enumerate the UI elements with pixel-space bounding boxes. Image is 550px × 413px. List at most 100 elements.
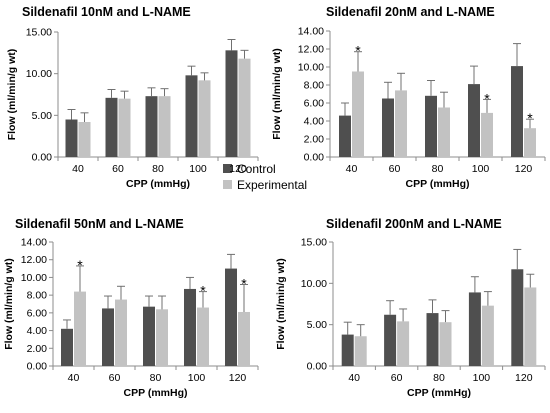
x-tick-label: 100 xyxy=(472,163,490,175)
significance-marker: * xyxy=(527,110,533,126)
significance-marker: * xyxy=(484,90,490,106)
chart-title: Sildenafil 50nM and L-NAME xyxy=(15,217,184,231)
bar-control xyxy=(65,119,78,157)
x-tick-label: 40 xyxy=(348,372,360,384)
y-tick-label: 14.00 xyxy=(21,237,47,249)
x-axis-label: CPP (mmHg) xyxy=(126,178,190,190)
x-tick-label: 40 xyxy=(72,163,84,175)
legend-swatch-control xyxy=(223,164,232,173)
bar-control xyxy=(511,66,523,157)
bar-experimental xyxy=(481,112,493,157)
bar-control xyxy=(511,269,524,366)
bar-experimental xyxy=(395,90,407,157)
bar-experimental xyxy=(238,311,250,366)
bar-control xyxy=(384,314,397,366)
y-tick-label: 6.00 xyxy=(304,98,325,110)
significance-marker: * xyxy=(355,43,361,59)
x-tick-label: 60 xyxy=(109,372,121,384)
legend-label-control: Control xyxy=(237,162,276,176)
y-tick-label: 2.00 xyxy=(304,134,325,146)
bar-experimental xyxy=(158,96,171,157)
significance-marker: * xyxy=(200,283,206,299)
y-tick-label: 0.00 xyxy=(32,152,53,164)
y-tick-label: 12.00 xyxy=(298,44,324,56)
y-tick-label: 0.00 xyxy=(27,361,48,373)
chart-panel-4: Sildenafil 200nM and L-NAME 0.00 5.00 10.00… xyxy=(275,217,546,399)
x-tick-label: 80 xyxy=(432,163,444,175)
bar-experimental xyxy=(397,321,410,366)
chart-panel-2: Sildenafil 20nM and L-NAME 0.00 2.00 4.00 6.… xyxy=(271,5,546,190)
y-tick-label: 8.00 xyxy=(27,290,48,302)
y-tick-label: 5.00 xyxy=(307,319,328,331)
bar-experimental xyxy=(115,299,127,366)
bar-control xyxy=(61,328,73,366)
y-tick-label: 15.00 xyxy=(301,237,327,249)
x-tick-label: 80 xyxy=(433,372,445,384)
y-axis-label: Flow (ml/min/g wt) xyxy=(271,48,283,140)
bar-experimental xyxy=(198,80,211,157)
y-tick-label: 14.00 xyxy=(298,26,324,38)
y-tick-label: 12.00 xyxy=(21,254,47,266)
y-axis-label: Flow (ml/min/g wt) xyxy=(275,258,287,350)
x-tick-label: 80 xyxy=(152,163,164,175)
bar-experimental xyxy=(439,322,452,366)
x-tick-label: 100 xyxy=(188,372,206,384)
chart-title: Sildenafil 20nM and L-NAME xyxy=(326,5,495,19)
x-tick-label: 120 xyxy=(229,372,247,384)
x-tick-label: 40 xyxy=(68,372,80,384)
chart-panel-1: Sildenafil 10nM and L-NAME 0.00 5.00 10.00 1… xyxy=(6,5,259,190)
bar-experimental xyxy=(524,287,537,366)
chart-panel-3: Sildenafil 50nM and L-NAME 0.00 2.00 4.00 6.… xyxy=(3,217,259,399)
bar-experimental xyxy=(438,107,450,157)
bar-control xyxy=(382,98,394,157)
bar-control xyxy=(185,75,198,157)
y-tick-label: 2.00 xyxy=(27,343,48,355)
x-tick-label: 120 xyxy=(515,372,533,384)
x-axis-label: CPP (mmHg) xyxy=(407,387,471,399)
y-tick-label: 0.00 xyxy=(304,152,325,164)
chart-title: Sildenafil 10nM and L-NAME xyxy=(22,5,191,19)
bar-control xyxy=(425,95,437,157)
y-tick-label: 6.00 xyxy=(27,307,48,319)
y-tick-label: 4.00 xyxy=(304,116,325,128)
bar-experimental xyxy=(118,98,131,157)
chart-title: Sildenafil 200nM and L-NAME xyxy=(326,217,502,231)
bar-control xyxy=(145,96,158,157)
bar-control xyxy=(339,115,351,157)
bar-control xyxy=(225,268,237,366)
y-axis-label: Flow (ml/min/g wt) xyxy=(3,258,15,350)
x-tick-label: 80 xyxy=(150,372,162,384)
bar-experimental xyxy=(524,128,536,157)
bar-experimental xyxy=(352,71,364,157)
bar-control xyxy=(468,292,481,366)
x-tick-label: 120 xyxy=(229,163,247,175)
y-tick-label: 10.00 xyxy=(298,62,324,74)
x-tick-label: 40 xyxy=(346,163,358,175)
significance-marker: * xyxy=(241,276,247,292)
significance-marker: * xyxy=(77,257,83,273)
x-tick-label: 60 xyxy=(389,163,401,175)
y-tick-label: 15.00 xyxy=(26,27,52,39)
y-tick-label: 10.00 xyxy=(21,272,47,284)
bar-control xyxy=(426,313,439,366)
x-tick-label: 60 xyxy=(391,372,403,384)
bar-experimental xyxy=(78,122,91,157)
bar-control xyxy=(468,84,480,157)
y-tick-label: 10.00 xyxy=(301,278,327,290)
bar-control xyxy=(102,308,114,366)
x-tick-label: 100 xyxy=(189,163,207,175)
bar-control xyxy=(105,97,118,157)
legend: Control Experimental xyxy=(223,162,307,192)
bar-control xyxy=(341,334,354,366)
bar-experimental xyxy=(74,291,86,366)
y-tick-label: 5.00 xyxy=(32,110,53,122)
x-tick-label: 60 xyxy=(112,163,124,175)
bar-control xyxy=(143,306,155,366)
legend-swatch-experimental xyxy=(223,180,232,189)
bar-control xyxy=(225,50,238,158)
y-tick-label: 0.00 xyxy=(307,361,328,373)
legend-label-experimental: Experimental xyxy=(237,178,307,192)
bar-experimental xyxy=(238,58,251,157)
bar-experimental xyxy=(156,309,168,366)
